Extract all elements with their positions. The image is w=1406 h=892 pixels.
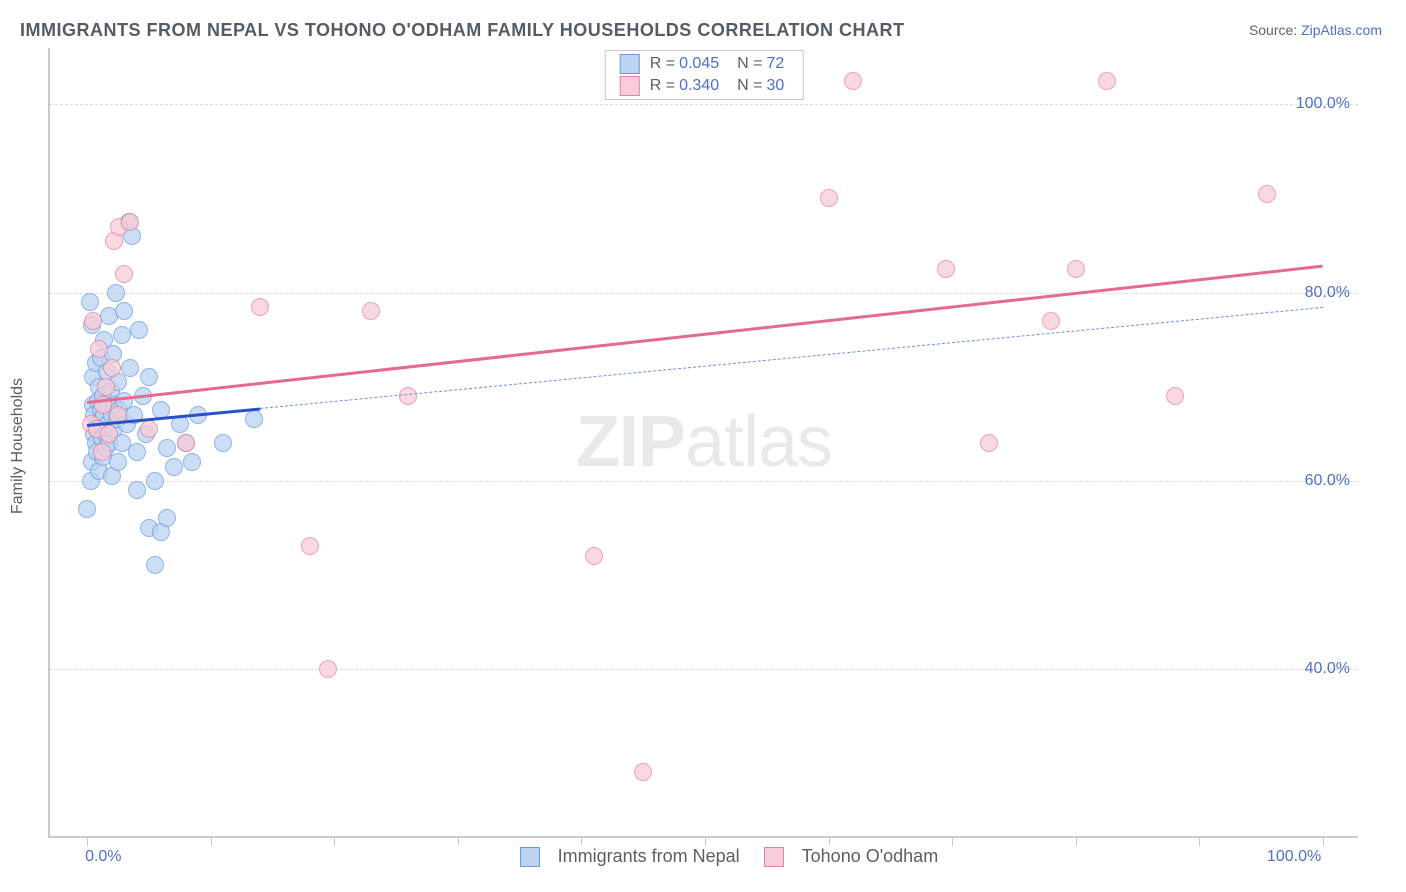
data-point-tohono: [90, 340, 108, 358]
data-point-nepal: [245, 410, 263, 428]
legend-item-tohono: Tohono O'odham: [764, 846, 939, 867]
data-point-tohono: [1258, 185, 1276, 203]
legend-item-nepal: Immigrants from Nepal: [520, 846, 740, 867]
source-prefix: Source:: [1249, 22, 1301, 38]
legend-series-name: Tohono O'odham: [802, 846, 939, 867]
y-axis-label: Family Households: [9, 378, 27, 514]
source-link[interactable]: ZipAtlas.com: [1301, 22, 1382, 38]
data-point-nepal: [183, 453, 201, 471]
data-point-nepal: [113, 326, 131, 344]
data-point-tohono: [319, 660, 337, 678]
series-legend: Immigrants from Nepal Tohono O'odham: [520, 846, 939, 867]
x-tick: [705, 836, 706, 846]
data-point-tohono: [844, 72, 862, 90]
legend-row-tohono: R = 0.340 N = 30: [606, 75, 803, 97]
x-tick: [1076, 836, 1077, 846]
legend-r-label: R =: [650, 55, 675, 73]
watermark-bold: ZIP: [576, 402, 685, 482]
y-tick-label: 80.0%: [1305, 284, 1350, 302]
legend-n-label: N =: [737, 77, 762, 95]
x-tick: [829, 836, 830, 846]
y-gridline: [50, 481, 1358, 482]
data-point-tohono: [140, 420, 158, 438]
data-point-tohono: [820, 189, 838, 207]
legend-r-value: 0.045: [679, 55, 719, 73]
y-tick-label: 100.0%: [1296, 95, 1350, 113]
data-point-tohono: [251, 298, 269, 316]
x-tick: [1323, 836, 1324, 846]
data-point-nepal: [165, 458, 183, 476]
data-point-tohono: [103, 359, 121, 377]
legend-swatch: [620, 76, 640, 96]
data-point-nepal: [140, 368, 158, 386]
legend-swatch: [520, 847, 540, 867]
data-point-nepal: [158, 509, 176, 527]
y-tick-label: 60.0%: [1305, 472, 1350, 490]
data-point-nepal: [130, 321, 148, 339]
chart-title: IMMIGRANTS FROM NEPAL VS TOHONO O'ODHAM …: [20, 20, 904, 41]
source-attribution: Source: ZipAtlas.com: [1249, 22, 1382, 38]
y-gridline: [50, 293, 1358, 294]
x-tick-label: 0.0%: [85, 848, 121, 866]
legend-row-nepal: R = 0.045 N = 72: [606, 53, 803, 75]
trendline: [260, 307, 1323, 409]
data-point-tohono: [1098, 72, 1116, 90]
x-tick: [458, 836, 459, 846]
x-tick: [334, 836, 335, 846]
data-point-nepal: [78, 500, 96, 518]
data-point-nepal: [81, 293, 99, 311]
legend-swatch: [620, 54, 640, 74]
legend-swatch: [764, 847, 784, 867]
data-point-nepal: [109, 453, 127, 471]
data-point-tohono: [634, 763, 652, 781]
watermark: ZIPatlas: [576, 401, 832, 483]
data-point-tohono: [937, 260, 955, 278]
legend-r-value: 0.340: [679, 77, 719, 95]
x-tick: [1199, 836, 1200, 846]
data-point-tohono: [93, 443, 111, 461]
data-point-tohono: [301, 537, 319, 555]
data-point-tohono: [1166, 387, 1184, 405]
x-tick: [581, 836, 582, 846]
data-point-nepal: [107, 284, 125, 302]
trendline: [87, 264, 1323, 403]
data-point-tohono: [1067, 260, 1085, 278]
data-point-tohono: [399, 387, 417, 405]
data-point-nepal: [121, 359, 139, 377]
data-point-tohono: [585, 547, 603, 565]
correlation-chart: IMMIGRANTS FROM NEPAL VS TOHONO O'ODHAM …: [0, 0, 1406, 892]
data-point-nepal: [214, 434, 232, 452]
data-point-tohono: [362, 302, 380, 320]
legend-n-value: 72: [766, 55, 784, 73]
legend-r-label: R =: [650, 77, 675, 95]
y-tick-label: 40.0%: [1305, 660, 1350, 678]
x-tick: [211, 836, 212, 846]
data-point-nepal: [128, 443, 146, 461]
data-point-nepal: [146, 556, 164, 574]
data-point-tohono: [100, 425, 118, 443]
plot-area: ZIPatlas R = 0.045N = 72R = 0.340N = 30 …: [48, 48, 1358, 838]
data-point-tohono: [177, 434, 195, 452]
correlation-legend: R = 0.045 N = 72 R = 0.340 N = 30: [605, 50, 804, 100]
data-point-tohono: [980, 434, 998, 452]
data-point-nepal: [158, 439, 176, 457]
data-point-nepal: [115, 302, 133, 320]
legend-n-value: 30: [766, 77, 784, 95]
data-point-tohono: [1042, 312, 1060, 330]
data-point-nepal: [128, 481, 146, 499]
data-point-tohono: [115, 265, 133, 283]
data-point-tohono: [121, 213, 139, 231]
y-gridline: [50, 669, 1358, 670]
data-point-nepal: [146, 472, 164, 490]
watermark-light: atlas: [685, 402, 832, 482]
y-gridline: [50, 104, 1358, 105]
x-tick: [952, 836, 953, 846]
legend-series-name: Immigrants from Nepal: [558, 846, 740, 867]
legend-n-label: N =: [737, 55, 762, 73]
x-tick-label: 100.0%: [1267, 848, 1321, 866]
data-point-tohono: [84, 312, 102, 330]
data-point-tohono: [97, 378, 115, 396]
x-tick: [87, 836, 88, 846]
